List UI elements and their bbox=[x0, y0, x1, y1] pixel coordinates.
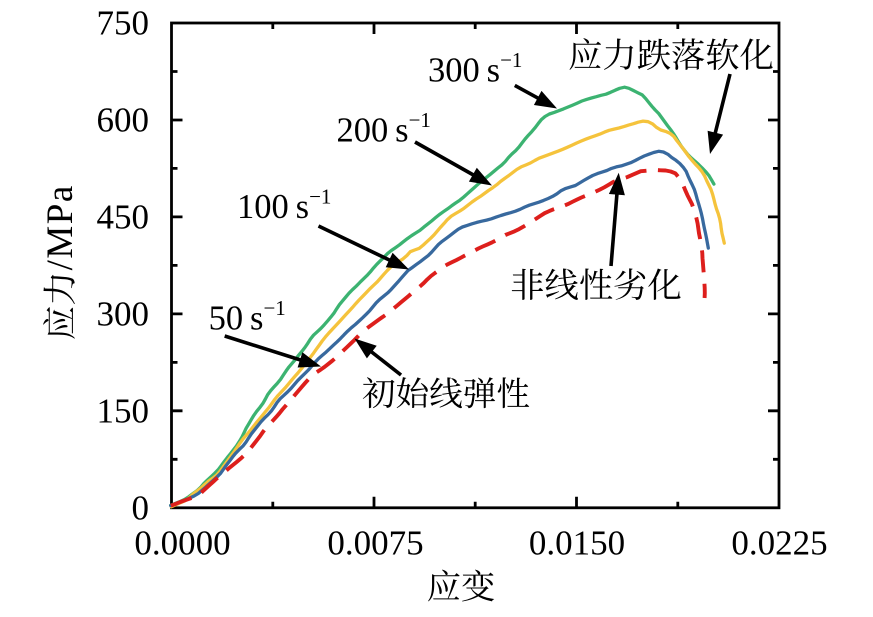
svg-text:/MPa: /MPa bbox=[40, 184, 81, 270]
svg-text:100 s−1: 100 s−1 bbox=[237, 185, 331, 227]
svg-text:0: 0 bbox=[132, 488, 150, 527]
svg-text:450: 450 bbox=[97, 198, 150, 237]
svg-text:0.0000: 0.0000 bbox=[134, 524, 230, 563]
svg-text:0.0075: 0.0075 bbox=[327, 524, 423, 563]
svg-text:300: 300 bbox=[97, 295, 150, 334]
svg-text:300 s−1: 300 s−1 bbox=[428, 48, 522, 90]
svg-text:0.0225: 0.0225 bbox=[731, 524, 827, 563]
svg-text:750: 750 bbox=[97, 4, 150, 43]
svg-text:0.0150: 0.0150 bbox=[529, 524, 625, 563]
svg-text:600: 600 bbox=[97, 101, 150, 140]
svg-text:150: 150 bbox=[97, 391, 150, 430]
